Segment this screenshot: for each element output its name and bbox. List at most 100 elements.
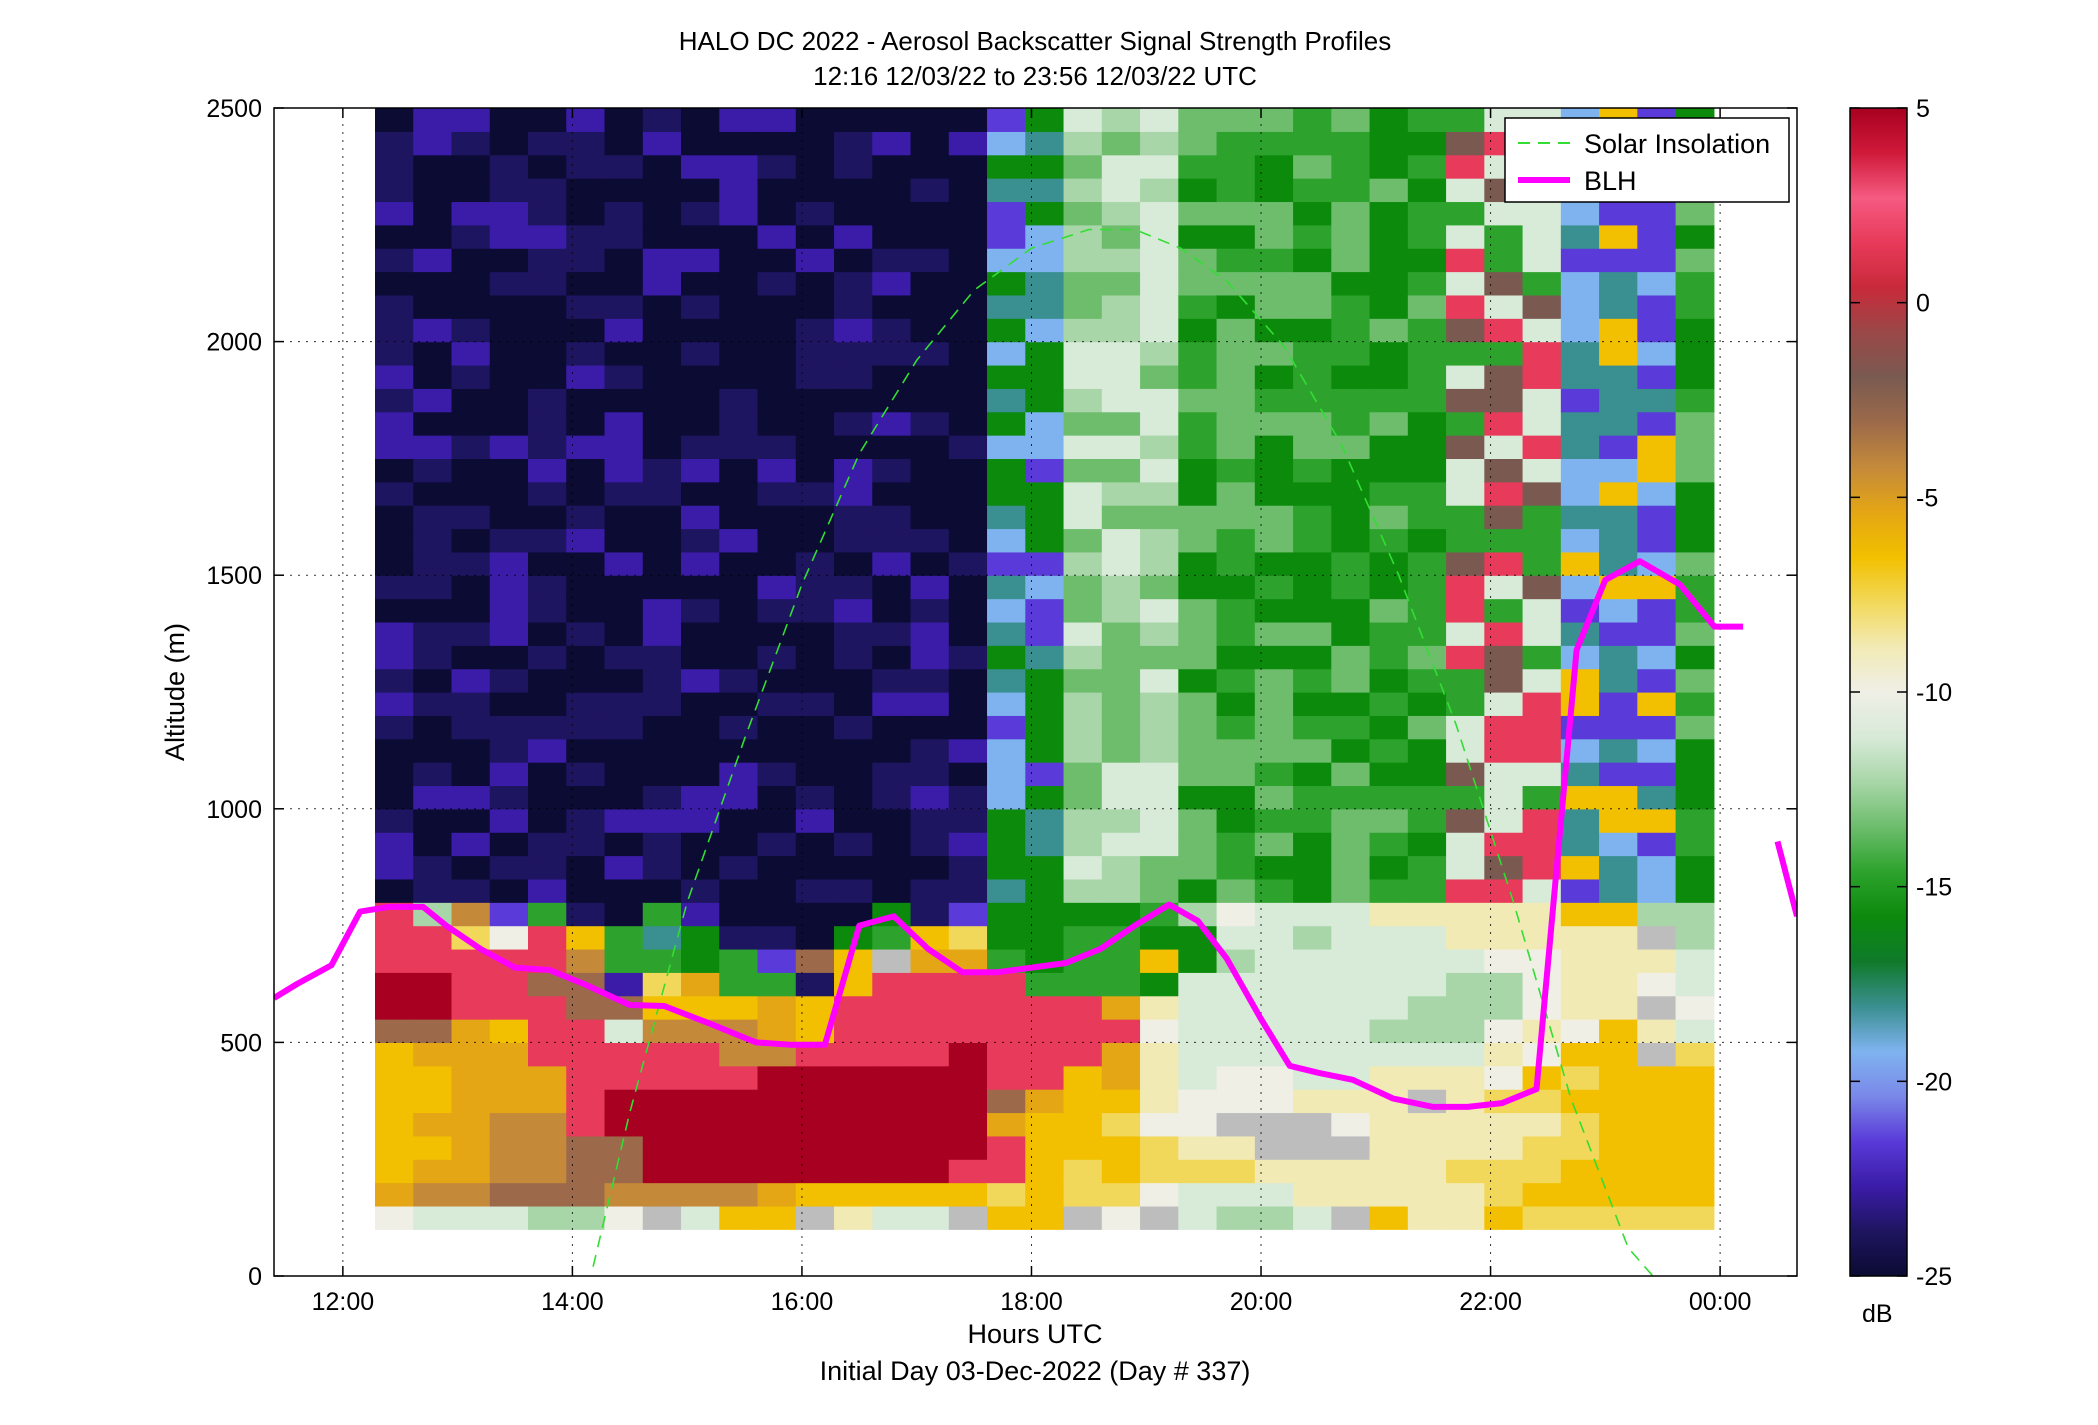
heatmap-cell bbox=[1140, 1135, 1179, 1160]
heatmap-cell bbox=[1637, 201, 1677, 226]
heatmap-cell bbox=[604, 645, 644, 670]
heatmap-cell bbox=[948, 855, 988, 880]
heatmap-cell bbox=[1063, 458, 1103, 483]
heatmap-cell bbox=[1293, 1042, 1332, 1067]
heatmap-cell bbox=[1407, 645, 1447, 670]
heatmap-cell bbox=[910, 1182, 950, 1207]
heatmap-cell bbox=[1560, 341, 1600, 366]
heatmap-cell bbox=[413, 481, 453, 506]
heatmap-cell bbox=[528, 832, 567, 857]
heatmap-cell bbox=[451, 645, 491, 670]
heatmap-cell bbox=[834, 715, 873, 740]
heatmap-cell bbox=[1216, 271, 1256, 296]
heatmap-cell bbox=[566, 154, 606, 179]
heatmap-cell bbox=[1101, 318, 1141, 343]
heatmap-cell bbox=[1178, 341, 1218, 366]
heatmap-cell bbox=[566, 668, 606, 693]
heatmap-cell bbox=[795, 902, 835, 927]
heatmap-cell bbox=[719, 388, 759, 413]
heatmap-cell bbox=[872, 481, 912, 506]
heatmap-cell bbox=[681, 1065, 720, 1090]
heatmap-cell bbox=[1178, 108, 1218, 132]
heatmap-cell bbox=[1675, 435, 1715, 459]
heatmap-cell bbox=[1025, 458, 1065, 483]
x-axis-label-day: Initial Day 03-Dec-2022 (Day # 337) bbox=[820, 1356, 1251, 1386]
heatmap-cell bbox=[1025, 1182, 1065, 1207]
heatmap-cell bbox=[604, 1112, 644, 1137]
heatmap-cell bbox=[1407, 1042, 1447, 1067]
heatmap-cell bbox=[1675, 271, 1715, 296]
heatmap-cell bbox=[489, 598, 529, 623]
heatmap-cell bbox=[642, 738, 682, 763]
heatmap-cell bbox=[757, 318, 797, 343]
heatmap-cell bbox=[1637, 364, 1677, 389]
heatmap-cell bbox=[642, 178, 682, 203]
heatmap-cell bbox=[1331, 435, 1371, 459]
heatmap-cell bbox=[1293, 1182, 1332, 1207]
heatmap-cell bbox=[1063, 785, 1103, 810]
heatmap-cell bbox=[1216, 551, 1256, 576]
heatmap-cell bbox=[642, 832, 682, 857]
heatmap-cell bbox=[604, 972, 644, 997]
heatmap-cell bbox=[604, 224, 644, 249]
heatmap-cell bbox=[872, 832, 912, 857]
heatmap-cell bbox=[375, 201, 414, 226]
heatmap-cell bbox=[757, 808, 797, 833]
heatmap-cell bbox=[604, 551, 644, 576]
heatmap-cell bbox=[1216, 458, 1256, 483]
heatmap-cell bbox=[1369, 1042, 1409, 1067]
heatmap-cell bbox=[910, 715, 950, 740]
heatmap-cell bbox=[1063, 271, 1103, 296]
heatmap-cell bbox=[795, 1135, 835, 1160]
heatmap-cell bbox=[872, 1135, 912, 1160]
heatmap-cell bbox=[566, 808, 606, 833]
heatmap-cell bbox=[719, 294, 759, 319]
heatmap-cell bbox=[681, 201, 720, 226]
heatmap-cell bbox=[1522, 575, 1562, 600]
heatmap-cell bbox=[489, 388, 529, 413]
heatmap-cell bbox=[642, 645, 682, 670]
heatmap-cell bbox=[1063, 1112, 1103, 1137]
heatmap-cell bbox=[872, 948, 912, 973]
heatmap-cell bbox=[834, 621, 873, 646]
heatmap-cell bbox=[1560, 318, 1600, 343]
heatmap-cell bbox=[451, 785, 491, 810]
heatmap-cell bbox=[413, 318, 453, 343]
heatmap-cell bbox=[413, 855, 453, 880]
heatmap-cell bbox=[1446, 154, 1485, 179]
heatmap-cell bbox=[1025, 364, 1065, 389]
heatmap-cell bbox=[1216, 668, 1256, 693]
heatmap-cell bbox=[1025, 1135, 1065, 1160]
heatmap-cell bbox=[910, 575, 950, 600]
heatmap-cell bbox=[489, 248, 529, 273]
heatmap-cell bbox=[604, 248, 644, 273]
heatmap-cell bbox=[795, 832, 835, 857]
heatmap-cell bbox=[1369, 948, 1409, 973]
heatmap-cell bbox=[451, 411, 491, 436]
heatmap-cell bbox=[681, 645, 720, 670]
heatmap-cell bbox=[1025, 668, 1065, 693]
heatmap-cell bbox=[451, 435, 491, 459]
heatmap-cell bbox=[375, 271, 414, 296]
heatmap-cell bbox=[1522, 668, 1562, 693]
heatmap-cell bbox=[1446, 1182, 1485, 1207]
heatmap-cell bbox=[566, 1019, 606, 1043]
heatmap-cell bbox=[987, 925, 1026, 950]
heatmap-cell bbox=[719, 224, 759, 249]
heatmap-cell bbox=[604, 948, 644, 973]
heatmap-cell bbox=[1675, 481, 1715, 506]
heatmap-cell bbox=[1216, 481, 1256, 506]
heatmap-cell bbox=[1484, 481, 1524, 506]
heatmap-cell bbox=[1522, 294, 1562, 319]
heatmap-cell bbox=[1101, 1112, 1141, 1137]
heatmap-cell bbox=[1140, 878, 1179, 903]
heatmap-cell bbox=[872, 1042, 912, 1067]
heatmap-cell bbox=[872, 505, 912, 530]
heatmap-cell bbox=[604, 318, 644, 343]
heatmap-cell bbox=[1140, 621, 1179, 646]
heatmap-cell bbox=[528, 738, 567, 763]
heatmap-cell bbox=[1599, 1065, 1638, 1090]
heatmap-cell bbox=[987, 224, 1026, 249]
heatmap-cell bbox=[834, 738, 873, 763]
heatmap-cell bbox=[1407, 995, 1447, 1020]
